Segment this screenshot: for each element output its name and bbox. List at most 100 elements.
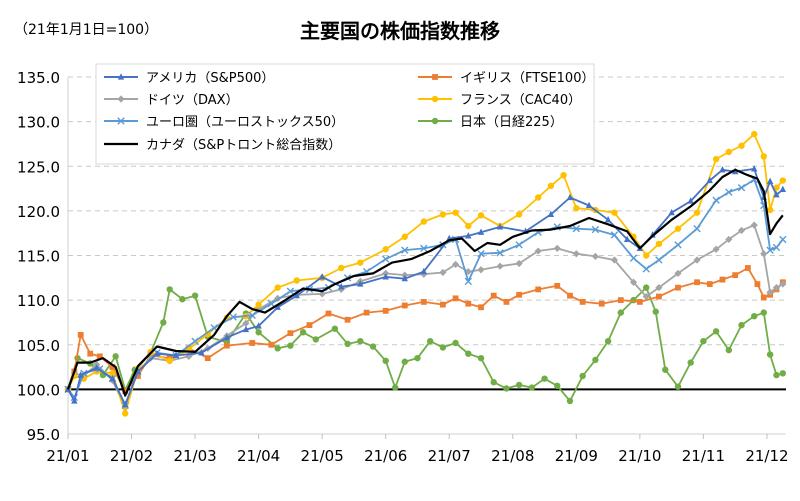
y-tick-label: 135.0 bbox=[17, 69, 60, 87]
data-point bbox=[242, 319, 250, 327]
data-point bbox=[357, 280, 364, 287]
data-point bbox=[610, 231, 619, 239]
data-point bbox=[751, 130, 758, 138]
data-point bbox=[725, 346, 733, 354]
data-point bbox=[121, 400, 129, 408]
data-point bbox=[274, 284, 281, 291]
legend-label: ユーロ圏（ユーロストックス50） bbox=[146, 115, 344, 130]
data-point bbox=[431, 95, 439, 103]
data-point bbox=[392, 384, 399, 391]
y-tick-label: 105.0 bbox=[17, 337, 60, 355]
data-point bbox=[554, 282, 561, 289]
data-point bbox=[655, 240, 663, 248]
data-point bbox=[452, 295, 459, 302]
data-point bbox=[712, 155, 720, 163]
data-point bbox=[338, 282, 345, 290]
x-tick-label: 21/05 bbox=[301, 447, 344, 465]
data-point bbox=[528, 384, 536, 391]
data-point bbox=[274, 345, 281, 352]
data-point bbox=[464, 277, 472, 286]
legend-label: カナダ（S&Pトロント総合指数） bbox=[146, 138, 341, 153]
data-point bbox=[432, 74, 438, 80]
data-point bbox=[496, 262, 504, 270]
data-point bbox=[274, 294, 282, 302]
data-point bbox=[598, 300, 605, 307]
data-point bbox=[766, 351, 774, 358]
x-tick-label: 21/09 bbox=[555, 447, 598, 465]
data-point bbox=[255, 322, 262, 329]
data-point bbox=[109, 374, 116, 382]
data-point bbox=[693, 209, 701, 216]
data-point bbox=[629, 278, 638, 286]
data-point bbox=[331, 325, 339, 332]
data-point bbox=[732, 272, 739, 279]
legend-entry: フランス（CAC40） bbox=[418, 93, 581, 108]
data-point bbox=[766, 246, 774, 254]
data-point bbox=[779, 280, 787, 288]
data-point bbox=[426, 337, 434, 345]
data-point bbox=[248, 311, 256, 319]
data-point bbox=[629, 254, 638, 262]
data-point bbox=[779, 235, 787, 244]
data-point bbox=[439, 301, 446, 308]
data-point bbox=[751, 165, 758, 172]
data-point bbox=[268, 341, 275, 348]
data-point bbox=[223, 333, 231, 341]
data-point bbox=[134, 373, 141, 379]
data-point bbox=[773, 191, 780, 198]
data-point bbox=[465, 300, 472, 307]
legend-box bbox=[95, 63, 595, 165]
data-point bbox=[760, 309, 767, 316]
legend-entry: カナダ（S&Pトロント総合指数） bbox=[104, 138, 341, 153]
y-tick-label: 115.0 bbox=[17, 248, 60, 266]
series-1 bbox=[65, 265, 786, 395]
data-point bbox=[694, 279, 700, 286]
data-point bbox=[420, 267, 428, 275]
x-tick-label: 21/04 bbox=[237, 447, 280, 465]
data-point bbox=[204, 355, 211, 362]
data-point bbox=[267, 300, 276, 308]
data-point bbox=[401, 358, 408, 365]
data-point bbox=[687, 359, 694, 366]
data-point bbox=[700, 337, 707, 345]
data-point bbox=[547, 210, 555, 218]
data-point bbox=[617, 297, 624, 304]
data-point bbox=[465, 350, 472, 357]
data-point bbox=[338, 264, 345, 272]
data-point bbox=[738, 142, 745, 149]
x-tick-label: 21/11 bbox=[682, 447, 725, 465]
data-point bbox=[87, 350, 94, 357]
data-point bbox=[754, 281, 761, 287]
chart-title: 主要国の株価指数推移 bbox=[300, 19, 500, 43]
data-point bbox=[675, 284, 681, 291]
x-tick-label: 21/01 bbox=[46, 447, 89, 465]
data-point bbox=[465, 222, 472, 230]
data-point bbox=[515, 381, 523, 389]
data-point bbox=[414, 354, 421, 362]
data-point bbox=[249, 340, 256, 346]
data-point bbox=[153, 349, 161, 357]
data-point bbox=[706, 281, 713, 287]
data-point bbox=[611, 209, 618, 216]
data-point bbox=[255, 301, 262, 308]
legend: アメリカ（S&P500） イギリス（FTSE100） ドイツ（DAX） フランス（CA… bbox=[95, 63, 595, 165]
data-point bbox=[674, 225, 682, 232]
data-point bbox=[643, 284, 650, 291]
data-point bbox=[534, 247, 542, 255]
legend-label: 日本（日経225） bbox=[460, 115, 563, 130]
y-tick-label: 110.0 bbox=[17, 292, 60, 310]
x-tick-label: 21/02 bbox=[110, 447, 153, 465]
data-point bbox=[172, 351, 180, 359]
series-6 bbox=[66, 168, 784, 397]
data-point bbox=[478, 304, 484, 311]
x-tick-label: 21/07 bbox=[428, 447, 471, 465]
data-point bbox=[515, 259, 523, 268]
data-point bbox=[572, 250, 580, 258]
data-point bbox=[77, 371, 84, 378]
data-point bbox=[496, 223, 504, 230]
data-point bbox=[293, 277, 300, 284]
data-point bbox=[496, 249, 504, 257]
data-point bbox=[318, 290, 326, 298]
data-point bbox=[674, 383, 682, 390]
